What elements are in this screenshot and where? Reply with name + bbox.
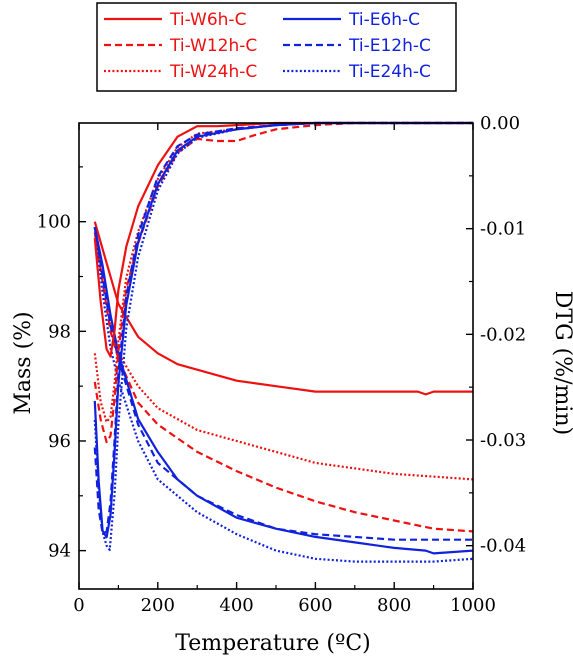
series-line-ti-e12h-c-dtg (93, 121, 473, 535)
series-line-ti-w12h-c-mass (93, 232, 474, 533)
x-tick-label: 1000 (450, 595, 496, 616)
plot-frame (78, 122, 474, 590)
x-tick-label: 0 (73, 595, 84, 616)
series-line-ti-w6h-c-mass (93, 221, 473, 396)
series-line-ti-e6h-c-mass (93, 226, 474, 555)
series-layer (93, 121, 474, 563)
y-left-tick-label: 100 (37, 212, 71, 233)
y-left-tick-label: 96 (48, 431, 71, 452)
y-right-tick-label: -0.03 (480, 430, 526, 451)
series-line-ti-w24h-c-mass (93, 227, 474, 481)
y-left-tick-label: 94 (48, 541, 71, 562)
legend-label-ti-w6h-c: Ti-W6h-C (169, 10, 246, 30)
legend-label-ti-e6h-c: Ti-E6h-C (348, 10, 420, 30)
y-right-tick-label: -0.04 (480, 536, 526, 557)
y-axis-left-title: Mass (%) (11, 311, 36, 414)
y-right-tick-label: -0.02 (480, 324, 526, 345)
x-tick-label: 400 (219, 595, 253, 616)
y-right-tick-label: -0.01 (480, 219, 526, 240)
chart-legend: Ti-W6h-C Ti-E6h-C Ti-W12h-C Ti-E12h-C Ti-W24… (96, 2, 457, 92)
legend-label-ti-w24h-c: Ti-W24h-C (169, 62, 257, 82)
legend-label-ti-e24h-c: Ti-E24h-C (348, 62, 431, 82)
series-line-ti-w24h-c-dtg (93, 121, 473, 424)
series-line-ti-w12h-c-dtg (93, 121, 473, 444)
series-line-ti-e24h-c-mass (93, 227, 474, 563)
series-line-ti-e12h-c-mass (93, 227, 473, 541)
x-tick-label: 600 (298, 595, 332, 616)
x-axis-title: Temperature (ºC) (175, 631, 370, 656)
legend-box (96, 2, 457, 92)
y-right-tick-label: 0.00 (480, 113, 520, 134)
y-axis-right-title: DTG (%/min) (550, 291, 573, 435)
axes-layer: 0 200 400 600 800 1000 94 96 98 100 0.00 -0.01 -0.02… (37, 113, 527, 616)
series-line-ti-e6h-c-dtg (93, 121, 473, 539)
x-tick-label: 800 (377, 595, 411, 616)
legend-label-ti-e12h-c: Ti-E12h-C (348, 36, 431, 56)
series-line-ti-e24h-c-dtg (93, 121, 473, 551)
x-tick-label: 200 (141, 595, 175, 616)
series-line-ti-w6h-c-dtg (93, 121, 473, 358)
legend-label-ti-w12h-c: Ti-W12h-C (169, 36, 257, 56)
y-left-tick-label: 98 (48, 321, 71, 342)
